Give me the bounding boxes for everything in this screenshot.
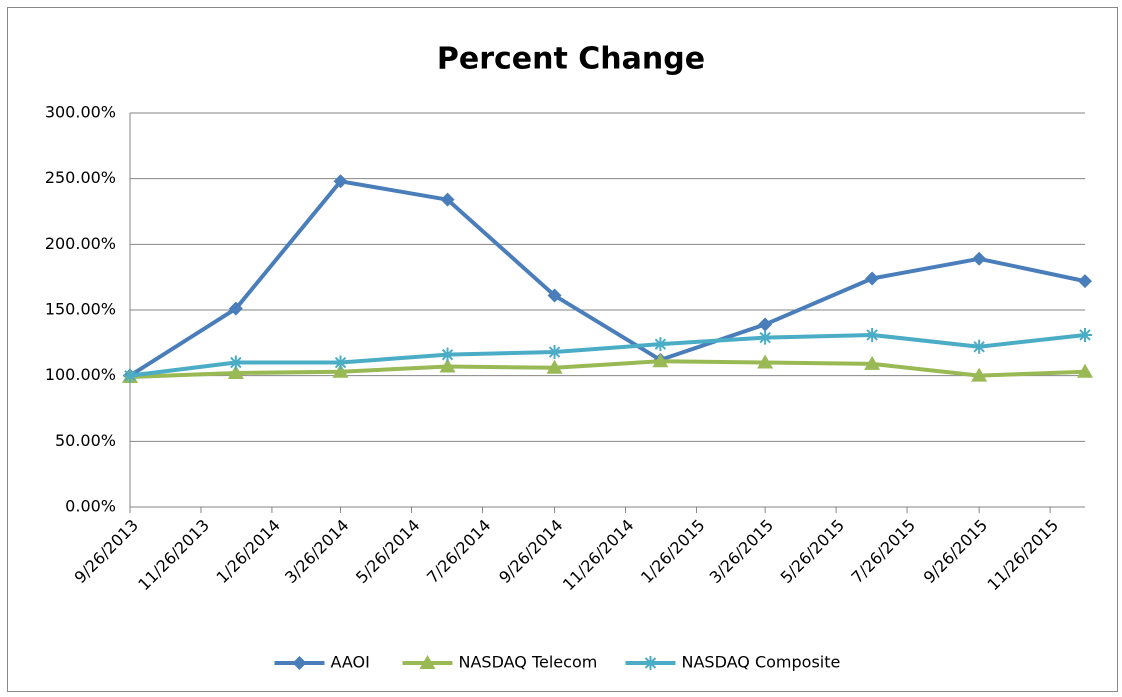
marker	[439, 358, 456, 373]
y-tick-label: 250.00%	[45, 168, 116, 187]
marker	[123, 368, 137, 383]
chart-title: Percent Change	[437, 42, 705, 77]
marker	[652, 353, 669, 368]
y-tick-label: 150.00%	[45, 300, 116, 319]
y-tick-label: 100.00%	[45, 365, 116, 384]
marker	[228, 301, 243, 316]
marker	[971, 367, 988, 382]
y-tick-label: 300.00%	[45, 103, 116, 122]
legend-label: NASDAQ Telecom	[459, 653, 598, 672]
y-tick-label: 200.00%	[45, 234, 116, 253]
marker	[292, 656, 307, 670]
legend-label: AAOI	[331, 653, 370, 672]
marker	[865, 327, 880, 342]
marker	[1078, 274, 1092, 289]
marker	[333, 174, 348, 189]
marker	[864, 355, 881, 370]
marker	[547, 288, 562, 303]
marker	[440, 192, 455, 207]
marker	[757, 354, 774, 369]
marker	[440, 347, 455, 362]
y-tick-label: 0.00%	[65, 497, 116, 516]
marker	[865, 271, 880, 286]
marker	[332, 363, 349, 378]
marker	[758, 330, 773, 345]
marker	[758, 317, 773, 332]
marker	[546, 359, 563, 374]
y-tick-label: 50.00%	[55, 431, 116, 450]
marker	[643, 656, 658, 670]
series-line	[128, 179, 1086, 378]
marker	[972, 339, 987, 354]
series-line	[129, 359, 1086, 379]
marker	[333, 355, 348, 370]
marker	[419, 655, 436, 669]
legend-label: NASDAQ Composite	[682, 653, 841, 672]
marker	[1077, 363, 1093, 378]
series-line	[129, 332, 1086, 378]
marker	[972, 251, 987, 266]
marker	[227, 365, 244, 380]
marker	[653, 337, 668, 352]
marker	[547, 345, 562, 360]
marker	[1078, 327, 1092, 342]
marker	[228, 355, 243, 370]
